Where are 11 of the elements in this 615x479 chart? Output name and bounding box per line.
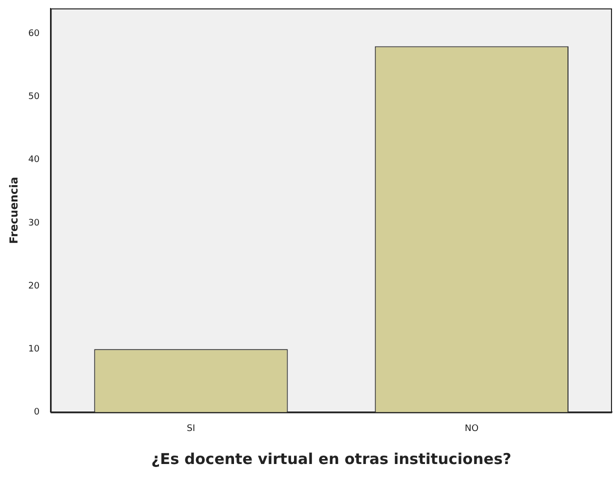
y-tick-label: 50 (28, 92, 40, 102)
y-tick-label: 0 (34, 408, 40, 418)
x-tick-label: SI (186, 424, 196, 434)
y-tick-label: 20 (28, 281, 40, 292)
y-tick-label: 30 (28, 218, 40, 228)
x-axis-title: ¿Es docente virtual en otras instituciones? (151, 450, 512, 468)
y-axis-title: Frecuencia (7, 176, 20, 244)
y-tick-label: 60 (28, 28, 40, 39)
x-tick-label: NO (464, 424, 479, 434)
y-tick-label: 40 (28, 155, 40, 166)
y-tick-label: 10 (28, 344, 40, 354)
